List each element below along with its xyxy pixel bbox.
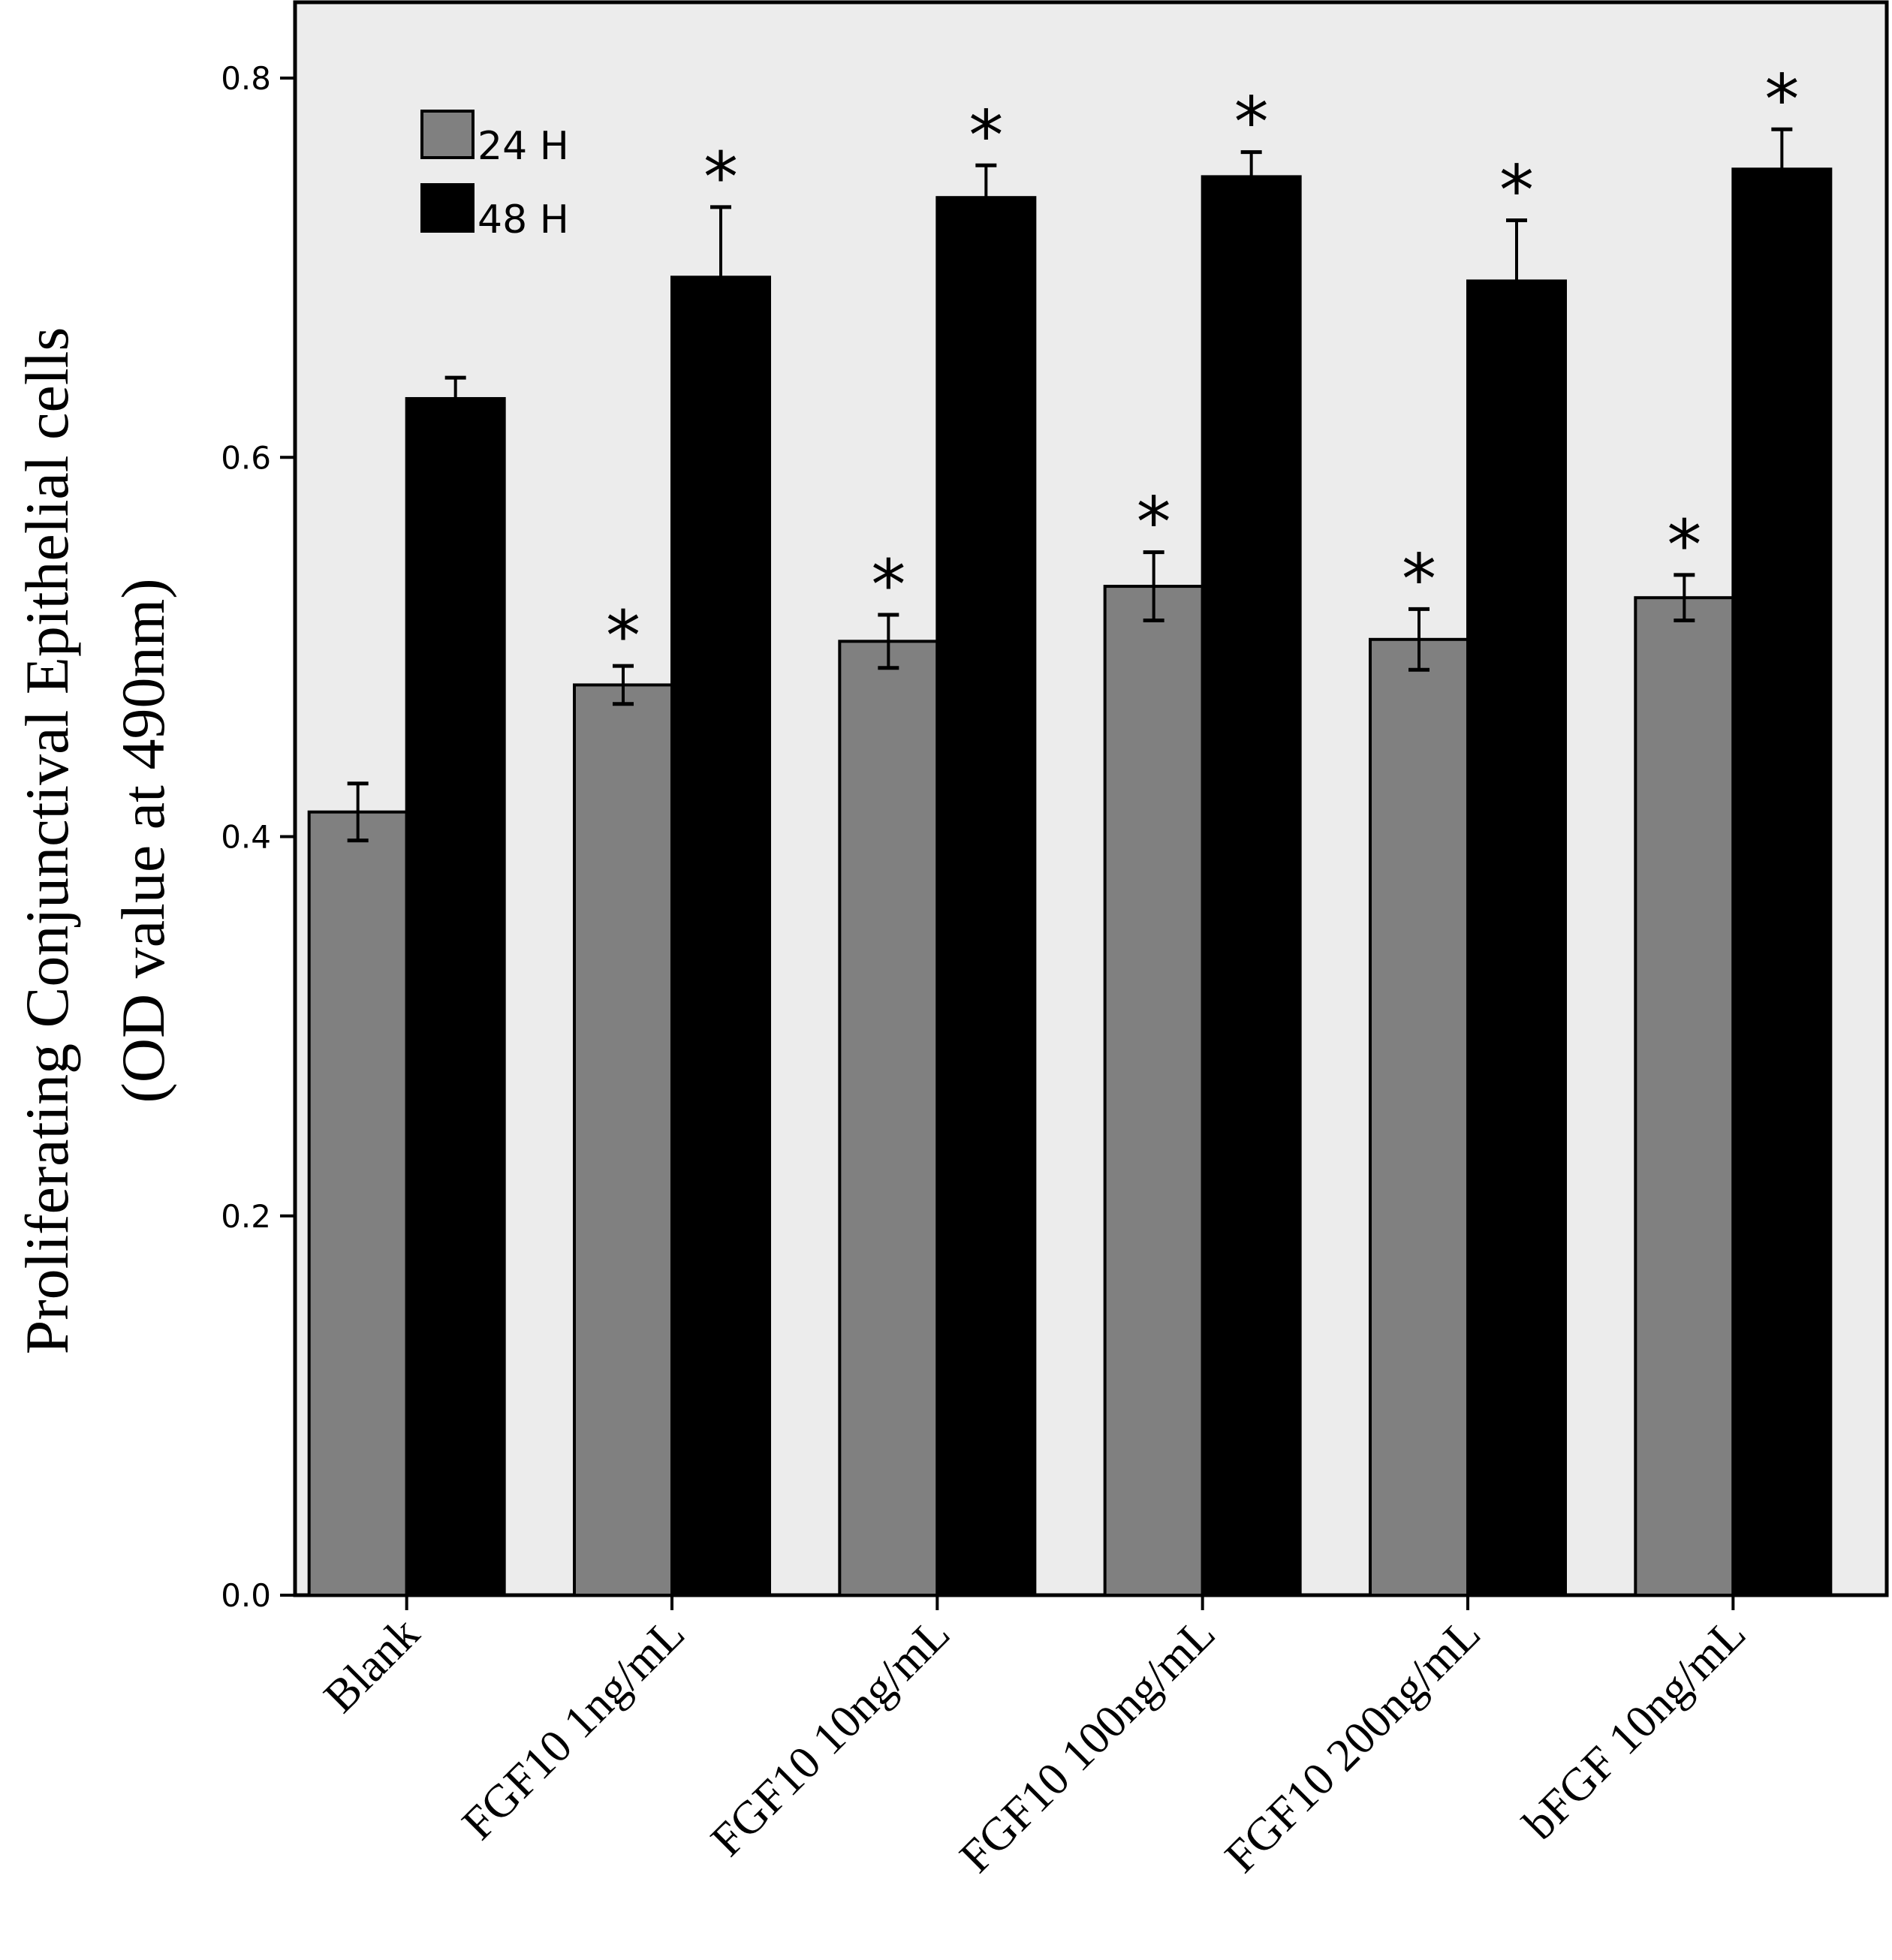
bar xyxy=(405,396,506,1597)
significance-star: * xyxy=(1499,151,1534,231)
significance-star: * xyxy=(1234,83,1269,163)
significance-star: * xyxy=(1764,59,1799,140)
y-axis-title-line1: Proliferating Conjunctival Epithelial ce… xyxy=(13,327,81,1355)
bar xyxy=(573,683,673,1597)
x-category-label: FGF10 200ng/mL xyxy=(1216,1608,1490,1883)
bar xyxy=(1369,637,1469,1597)
bar xyxy=(1731,167,1833,1597)
y-axis-title-line2: (OD value at 490nm) xyxy=(109,578,177,1103)
significance-star: * xyxy=(969,95,1003,176)
bar xyxy=(670,275,771,1597)
bar xyxy=(1201,175,1302,1597)
plot-area xyxy=(293,0,1889,1597)
legend-label-24h: 24 H xyxy=(478,124,569,169)
y-axis: 0.0 0.2 0.4 0.6 0.8 xyxy=(221,60,295,1614)
significance-star: * xyxy=(1402,539,1436,619)
x-category-label: bFGF 10ng/mL xyxy=(1514,1608,1755,1850)
y-tick-label: 0.6 xyxy=(221,439,271,476)
y-tick-label: 0.0 xyxy=(221,1577,271,1614)
significance-star: * xyxy=(1137,483,1171,563)
x-category-label: FGF10 1ng/mL xyxy=(453,1608,694,1850)
y-tick-label: 0.2 xyxy=(221,1198,271,1235)
y-tick-label: 0.8 xyxy=(221,60,271,97)
bar xyxy=(935,196,1037,1597)
x-category-label: Blank xyxy=(315,1608,429,1723)
significance-star: * xyxy=(703,137,738,218)
bar xyxy=(1634,596,1735,1597)
legend-label-48h: 48 H xyxy=(478,197,569,242)
bar xyxy=(1103,585,1204,1597)
bar xyxy=(838,640,939,1597)
bars-group: * * * * * * * * * * xyxy=(307,59,1833,1597)
significance-star: * xyxy=(606,596,640,676)
significance-star: * xyxy=(871,545,905,625)
x-category-label: FGF10 100ng/mL xyxy=(951,1608,1225,1883)
significance-star: * xyxy=(1667,505,1701,586)
bar xyxy=(1466,279,1567,1597)
bar xyxy=(307,810,408,1597)
legend-swatch-48h xyxy=(420,183,475,233)
x-category-label: FGF10 10ng/mL xyxy=(701,1608,960,1866)
y-tick-label: 0.4 xyxy=(221,819,271,856)
legend: 24 H 48 H xyxy=(420,110,569,242)
y-axis-title: Proliferating Conjunctival Epithelial ce… xyxy=(13,327,177,1355)
legend-swatch-24h xyxy=(420,110,475,159)
